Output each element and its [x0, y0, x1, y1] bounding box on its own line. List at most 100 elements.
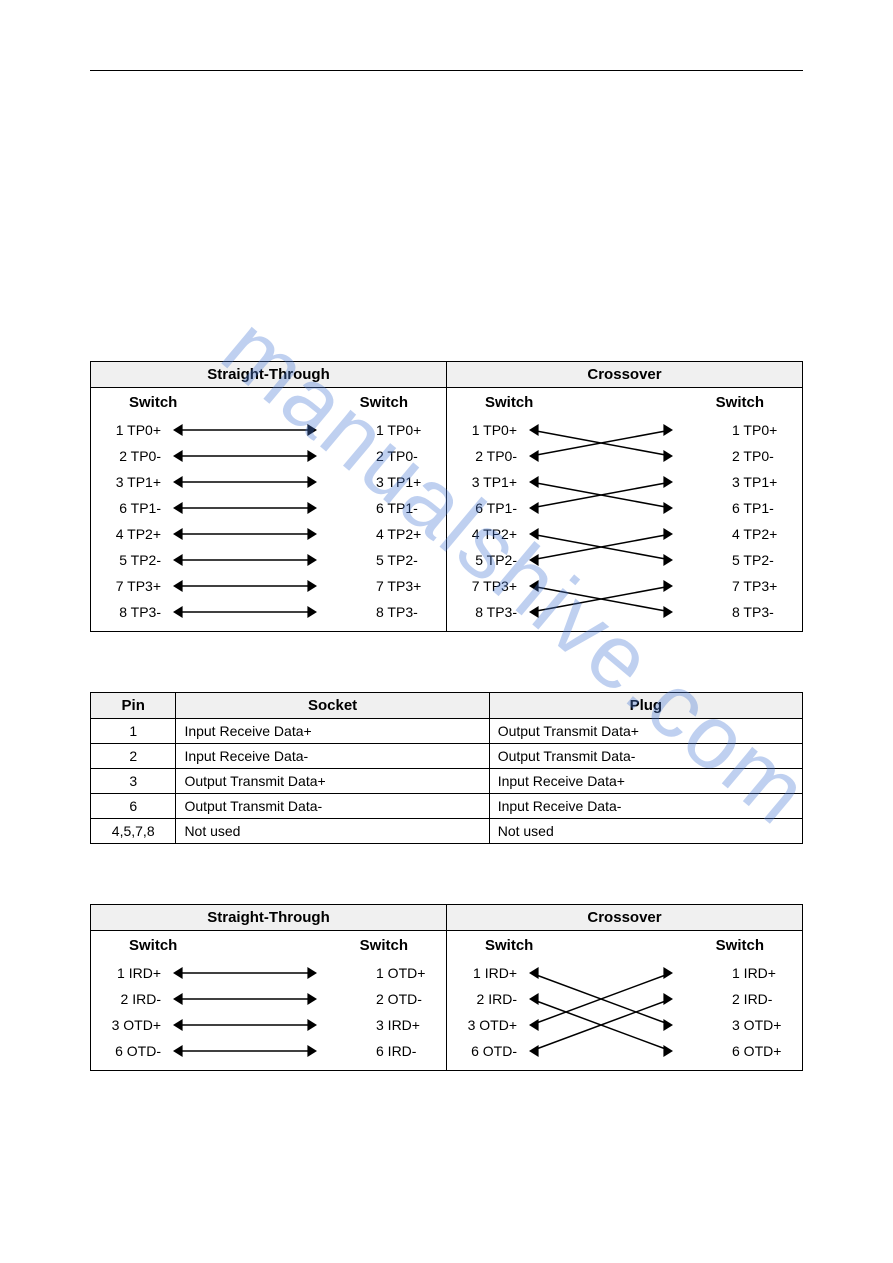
pin-right: 6 TP1-: [728, 495, 794, 521]
pin-left: 8 TP3-: [455, 599, 521, 625]
pin-right: 8 TP3-: [372, 599, 438, 625]
diagram1-right-title: Crossover: [447, 362, 803, 388]
pin-left: 3 OTD+: [99, 1012, 165, 1038]
pin-left: 5 TP2-: [99, 547, 165, 573]
pin-left: 6 TP1-: [99, 495, 165, 521]
table-row: 1Input Receive Data+Output Transmit Data…: [91, 719, 803, 744]
wiring-svg: [165, 417, 325, 625]
switch-label-left: Switch: [129, 937, 177, 954]
pin-table: PinSocketPlug1Input Receive Data+Output …: [90, 692, 803, 844]
right-labels: 1 OTD+2 OTD-3 IRD+6 IRD-: [372, 960, 438, 1064]
wire-column: [521, 417, 728, 625]
diagram1-table: Straight-Through Crossover Switch Switch…: [90, 361, 803, 632]
table-row: 3Output Transmit Data+Input Receive Data…: [91, 769, 803, 794]
pin-left: 8 TP3-: [99, 599, 165, 625]
pin-left: 1 TP0+: [99, 417, 165, 443]
pin-left: 2 TP0-: [99, 443, 165, 469]
pin-left: 2 TP0-: [455, 443, 521, 469]
switch-label-left: Switch: [129, 394, 177, 411]
table-header-cell: Socket: [176, 693, 489, 719]
wire-column: [521, 960, 728, 1064]
diagram1-left-title: Straight-Through: [91, 362, 447, 388]
left-labels: 1 TP0+2 TP0-3 TP1+6 TP1-4 TP2+5 TP2-7 TP…: [99, 417, 165, 625]
diagram1-right-cell: Switch Switch 1 TP0+2 TP0-3 TP1+6 TP1-4 …: [447, 388, 803, 632]
switch-label-right: Switch: [360, 394, 408, 411]
pin-left: 7 TP3+: [455, 573, 521, 599]
pin-right: 1 TP0+: [372, 417, 438, 443]
pin-right: 7 TP3+: [372, 573, 438, 599]
pin-right: 4 TP2+: [728, 521, 794, 547]
diagram1-left-cell: Switch Switch 1 TP0+2 TP0-3 TP1+6 TP1-4 …: [91, 388, 447, 632]
pin-right: 3 TP1+: [728, 469, 794, 495]
left-labels: 1 IRD+2 IRD-3 OTD+6 OTD-: [99, 960, 165, 1064]
table-cell: Output Transmit Data+: [489, 719, 802, 744]
table-cell: 3: [91, 769, 176, 794]
pin-left: 2 IRD-: [455, 986, 521, 1012]
pin-right: 2 IRD-: [728, 986, 794, 1012]
pin-right: 1 IRD+: [728, 960, 794, 986]
pin-left: 1 TP0+: [455, 417, 521, 443]
pin-right: 1 OTD+: [372, 960, 438, 986]
switch-header: Switch Switch: [99, 937, 438, 960]
wiring-body: 1 IRD+2 IRD-3 OTD+6 OTD- 1 OTD+2 OTD-3 IR…: [99, 960, 438, 1064]
wiring-svg: [521, 417, 681, 625]
table-cell: 2: [91, 744, 176, 769]
table-cell: Input Receive Data+: [489, 769, 802, 794]
table-cell: Input Receive Data+: [176, 719, 489, 744]
table-row: 4,5,7,8Not usedNot used: [91, 819, 803, 844]
table-cell: Input Receive Data-: [176, 744, 489, 769]
wire-column: [165, 960, 372, 1064]
wiring-body: 1 TP0+2 TP0-3 TP1+6 TP1-4 TP2+5 TP2-7 TP…: [99, 417, 438, 625]
pin-right: 2 TP0-: [372, 443, 438, 469]
pin-right: 3 TP1+: [372, 469, 438, 495]
pin-left: 7 TP3+: [99, 573, 165, 599]
switch-header: Switch Switch: [455, 937, 794, 960]
page: manualshive.com Straight-Through Crossov…: [0, 0, 893, 1191]
pin-left: 1 IRD+: [455, 960, 521, 986]
table-header-cell: Pin: [91, 693, 176, 719]
pin-left: 1 IRD+: [99, 960, 165, 986]
table-header-row: PinSocketPlug: [91, 693, 803, 719]
pin-left: 3 TP1+: [99, 469, 165, 495]
diagram2-left-title: Straight-Through: [91, 905, 447, 931]
switch-label-right: Switch: [716, 394, 764, 411]
wire-column: [165, 417, 372, 625]
diagram2-table: Straight-Through Crossover Switch Switch…: [90, 904, 803, 1071]
pin-left: 3 TP1+: [455, 469, 521, 495]
pin-right: 2 OTD-: [372, 986, 438, 1012]
right-labels: 1 TP0+2 TP0-3 TP1+6 TP1-4 TP2+5 TP2-7 TP…: [372, 417, 438, 625]
table-cell: 4,5,7,8: [91, 819, 176, 844]
right-labels: 1 TP0+2 TP0-3 TP1+6 TP1-4 TP2+5 TP2-7 TP…: [728, 417, 794, 625]
pin-left: 6 OTD-: [455, 1038, 521, 1064]
pin-left: 4 TP2+: [455, 521, 521, 547]
pin-right: 1 TP0+: [728, 417, 794, 443]
switch-header: Switch Switch: [455, 394, 794, 417]
table-cell: Input Receive Data-: [489, 794, 802, 819]
diagram2-right-cell: Switch Switch 1 IRD+2 IRD-3 OTD+6 OTD-1 …: [447, 931, 803, 1071]
pin-right: 3 IRD+: [372, 1012, 438, 1038]
wiring-svg: [165, 960, 325, 1064]
pin-left: 2 IRD-: [99, 986, 165, 1012]
switch-label-right: Switch: [716, 937, 764, 954]
pin-right: 6 OTD+: [728, 1038, 794, 1064]
table-cell: Not used: [176, 819, 489, 844]
pin-left: 5 TP2-: [455, 547, 521, 573]
table-cell: 1: [91, 719, 176, 744]
table-cell: Output Transmit Data-: [176, 794, 489, 819]
pin-left: 6 OTD-: [99, 1038, 165, 1064]
wiring-body: 1 IRD+2 IRD-3 OTD+6 OTD-1 IRD+2 IRD-3 OT…: [455, 960, 794, 1064]
pin-right: 2 TP0-: [728, 443, 794, 469]
pin-right: 3 OTD+: [728, 1012, 794, 1038]
pin-right: 6 IRD-: [372, 1038, 438, 1064]
pin-right: 6 TP1-: [372, 495, 438, 521]
table-row: 2Input Receive Data-Output Transmit Data…: [91, 744, 803, 769]
wiring-body: 1 TP0+2 TP0-3 TP1+6 TP1-4 TP2+5 TP2-7 TP…: [455, 417, 794, 625]
left-labels: 1 IRD+2 IRD-3 OTD+6 OTD-: [455, 960, 521, 1064]
pin-right: 8 TP3-: [728, 599, 794, 625]
table-cell: 6: [91, 794, 176, 819]
switch-label-right: Switch: [360, 937, 408, 954]
pin-left: 4 TP2+: [99, 521, 165, 547]
pin-left: 6 TP1-: [455, 495, 521, 521]
wiring-svg: [521, 960, 681, 1064]
pin-left: 3 OTD+: [455, 1012, 521, 1038]
